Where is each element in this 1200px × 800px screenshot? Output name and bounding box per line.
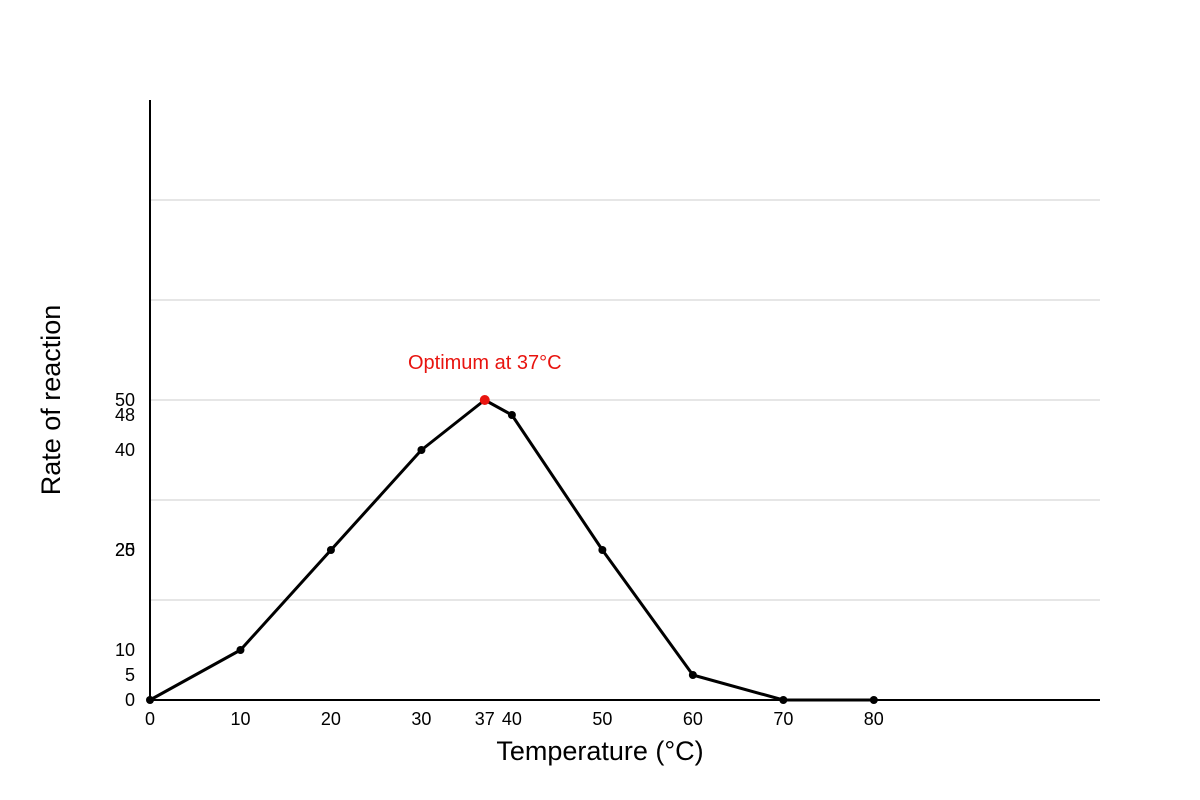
x-tick-label-7: 60 — [683, 709, 703, 729]
data-point-3 — [417, 446, 426, 454]
data-point-5 — [507, 411, 516, 419]
series-line — [149, 398, 874, 702]
y-tick-label-5: 40 — [115, 440, 135, 460]
y-tick-label-3: 20 — [115, 540, 135, 560]
optimum-point — [479, 395, 490, 405]
data-point-0 — [146, 696, 154, 704]
x-tick-label-2: 20 — [321, 709, 341, 729]
y-tick-label-4: 25 — [115, 540, 135, 560]
y-axis-title: Rate of reaction — [36, 305, 66, 496]
y-tick-label-0: 0 — [125, 690, 135, 710]
x-axis-title: Temperature (°C) — [496, 736, 703, 766]
x-tick-label-0: 0 — [145, 709, 155, 729]
x-tick-label-3: 30 — [411, 709, 431, 729]
x-tick-label-9: 80 — [864, 709, 884, 729]
x-tick-label-1: 10 — [230, 709, 250, 729]
series-group — [149, 398, 874, 702]
data-point-9 — [869, 696, 878, 704]
grid-lines — [150, 199, 1100, 601]
data-point-6 — [598, 546, 607, 554]
x-tick-labels: 0 10 20 30 37 40 50 60 70 80 — [145, 709, 884, 729]
x-tick-label-6: 50 — [592, 709, 612, 729]
data-point-1 — [236, 646, 245, 654]
x-tick-label-8: 70 — [773, 709, 793, 729]
x-tick-label-5: 40 — [502, 709, 522, 729]
y-tick-label-2: 10 — [115, 640, 135, 660]
x-tick-label-4: 37 — [475, 709, 495, 729]
optimum-annotation: Optimum at 37°C — [408, 352, 562, 374]
y-tick-label-6: 48 — [115, 405, 135, 425]
data-point-2 — [326, 546, 335, 554]
y-tick-label-1: 5 — [125, 665, 135, 685]
data-point-7 — [688, 671, 697, 679]
data-points — [146, 395, 878, 704]
data-point-8 — [779, 696, 788, 704]
y-tick-label-7: 50 — [115, 390, 135, 410]
axes — [149, 100, 1100, 701]
